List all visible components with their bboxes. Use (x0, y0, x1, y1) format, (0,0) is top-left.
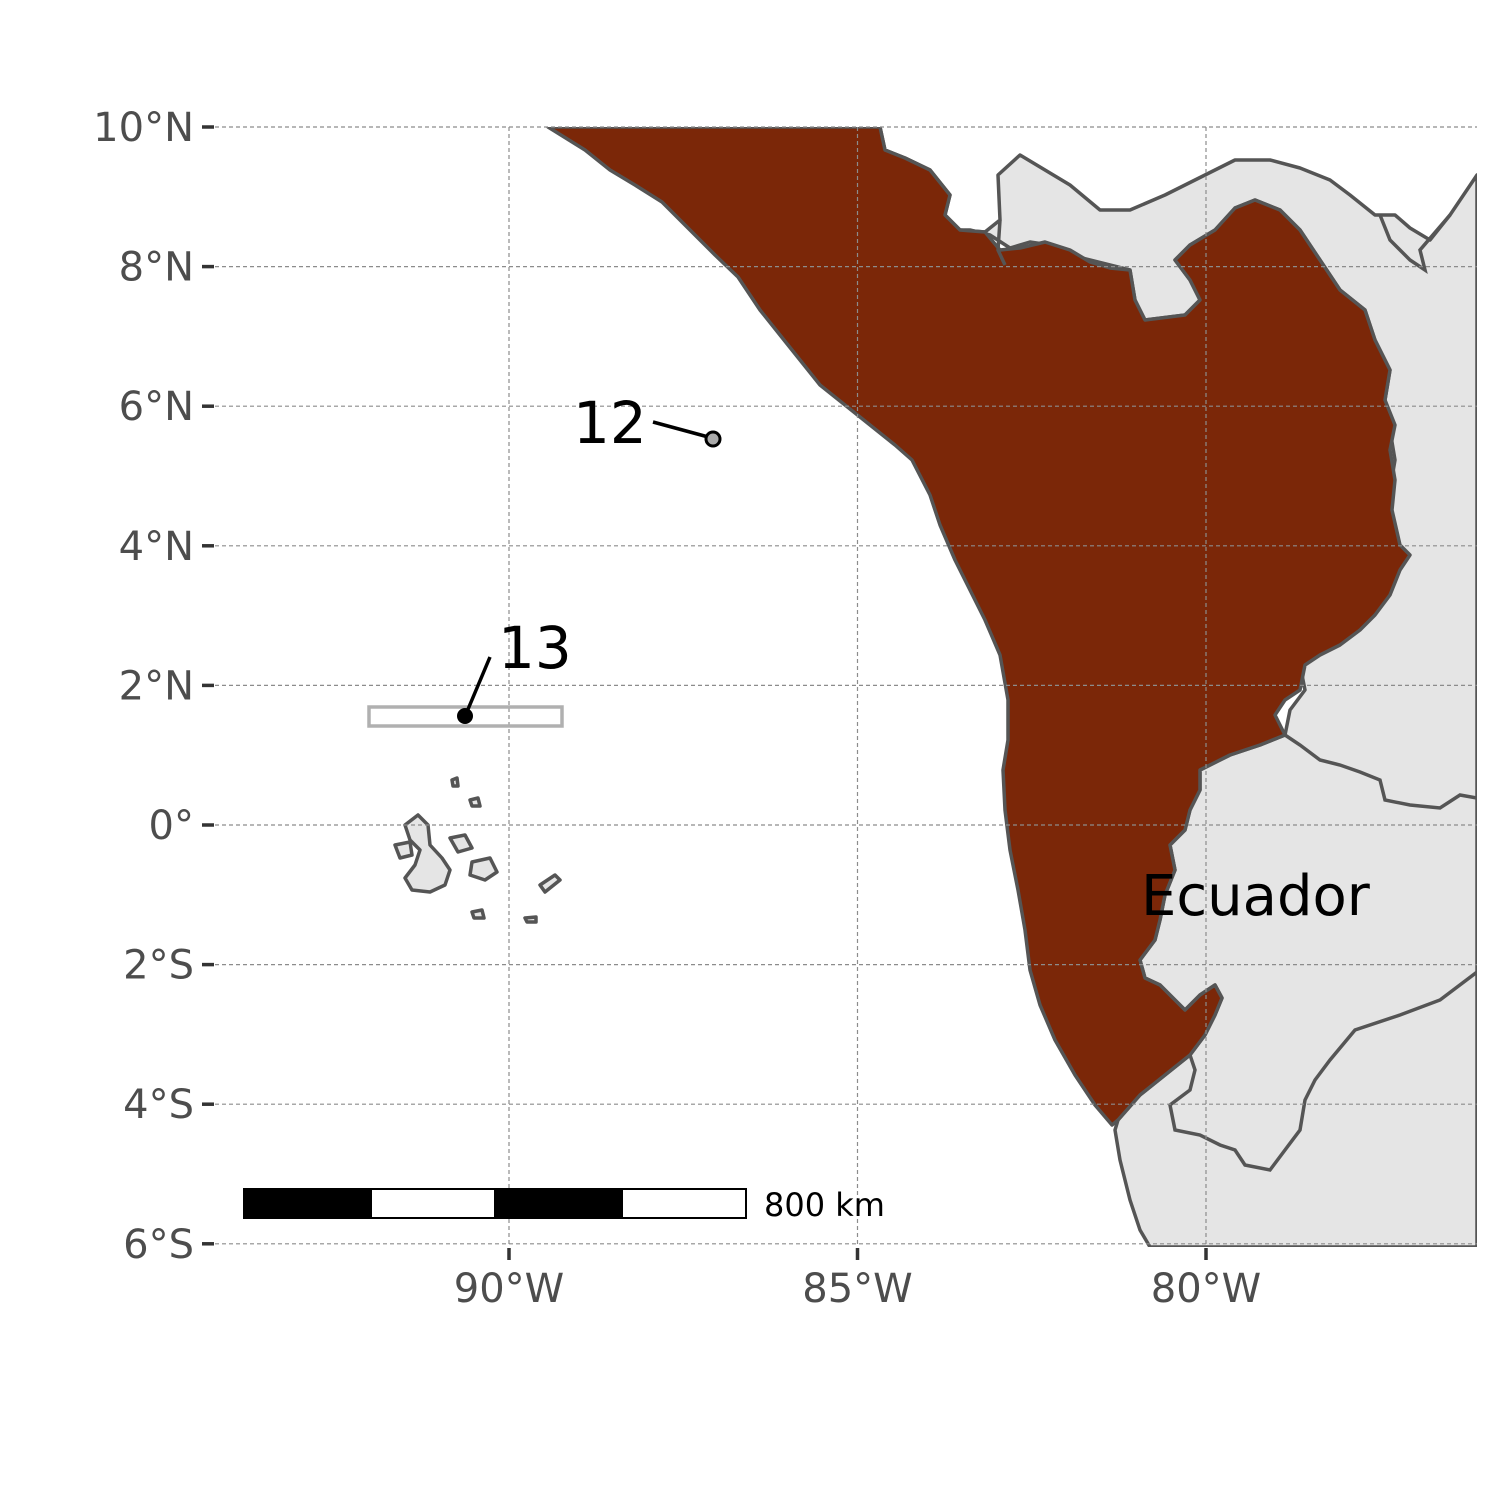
point-label-12: 12 (573, 389, 647, 457)
lat-tick-label: 10°N (93, 105, 194, 151)
leader-line-12 (652, 420, 713, 440)
lat-tick-label: 4°S (123, 1082, 194, 1128)
grid-lines (215, 126, 1477, 1247)
country-border (1168, 970, 1477, 1172)
lat-tick-label: 4°N (119, 524, 194, 570)
lon-tick-label: 90°W (454, 1266, 564, 1312)
country-border (1284, 733, 1477, 810)
region-label-ecuador: Ecuador (1141, 864, 1371, 929)
scale-bar-label: 800 km (764, 1186, 885, 1224)
point-label-13: 13 (498, 614, 572, 682)
galapagos-islands (393, 776, 562, 924)
scale-bar: 800 km (243, 1186, 885, 1224)
lon-tick-label: 85°W (802, 1266, 912, 1312)
leader-line-13 (464, 656, 492, 715)
site-marker-12 (704, 430, 722, 448)
lon-tick-label: 80°W (1151, 1266, 1261, 1312)
country-border (996, 219, 1007, 266)
study-area-box (367, 705, 564, 728)
highlighted-region (546, 127, 1412, 1127)
site-marker-13 (457, 708, 473, 724)
scale-bar-segment (370, 1188, 496, 1219)
land-layer (546, 127, 1477, 1247)
lat-tick-label: 2°N (119, 663, 194, 709)
country-border (1378, 213, 1452, 274)
lat-tick-label: 6°S (123, 1222, 194, 1268)
lat-tick-label: 8°N (119, 245, 194, 291)
latitude-axis: 10°N 8°N 6°N 4°N 2°N 0° 2°S 4°S 6°S (93, 105, 214, 1268)
scale-bar-segment (621, 1188, 747, 1219)
lat-tick-label: 2°S (123, 943, 194, 989)
scale-bar-segment (494, 1188, 623, 1219)
scale-bar-segment (243, 1188, 372, 1219)
lat-tick-label: 0° (149, 803, 194, 849)
longitude-axis: 90°W 85°W 80°W (454, 1248, 1261, 1312)
lat-tick-label: 6°N (119, 384, 194, 430)
